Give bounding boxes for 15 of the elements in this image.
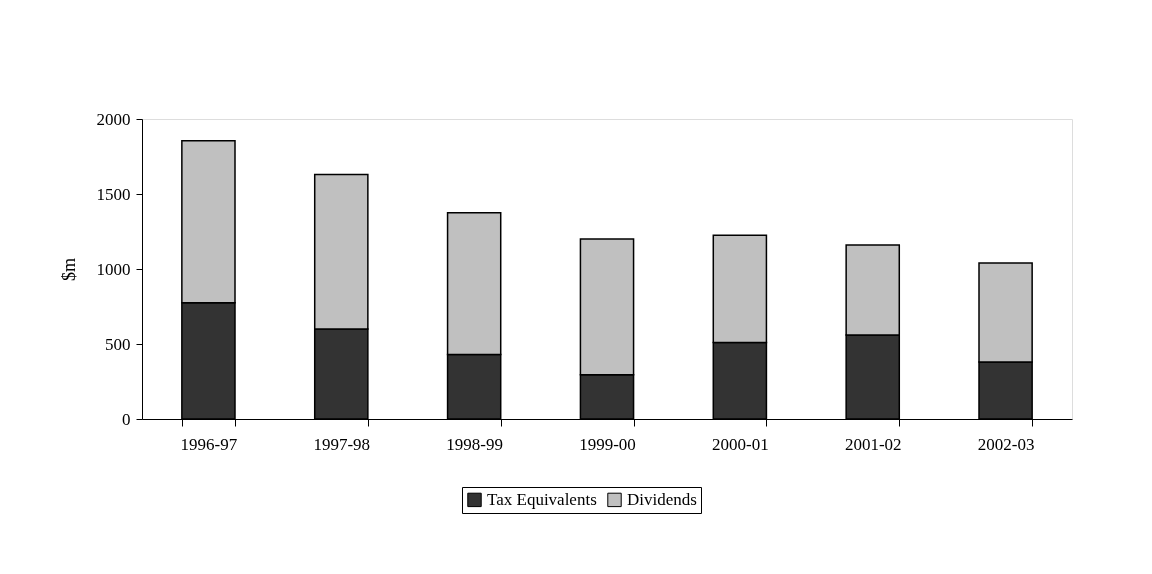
x-tick-label: 2002-03	[977, 434, 1035, 454]
y-tick-label: 0	[122, 409, 131, 429]
y-tick-label: 2000	[96, 109, 131, 129]
x-tick-label: 2000-01	[712, 434, 769, 454]
x-tick-label: 2001-02	[844, 434, 902, 454]
y-tick-label: 1500	[96, 184, 131, 204]
legend-label: Dividends	[627, 489, 697, 509]
y-tick-label: 1000	[96, 259, 131, 279]
x-tick-label: 1999-00	[579, 434, 636, 454]
x-tick-label: 1996-97	[180, 434, 238, 454]
x-tick-label: 1997-98	[313, 434, 371, 454]
x-tick-label: 1998-99	[446, 434, 503, 454]
y-axis-title: $m	[58, 257, 79, 282]
y-tick-label: 500	[105, 334, 131, 354]
legend-label: Tax Equivalents	[487, 489, 597, 509]
